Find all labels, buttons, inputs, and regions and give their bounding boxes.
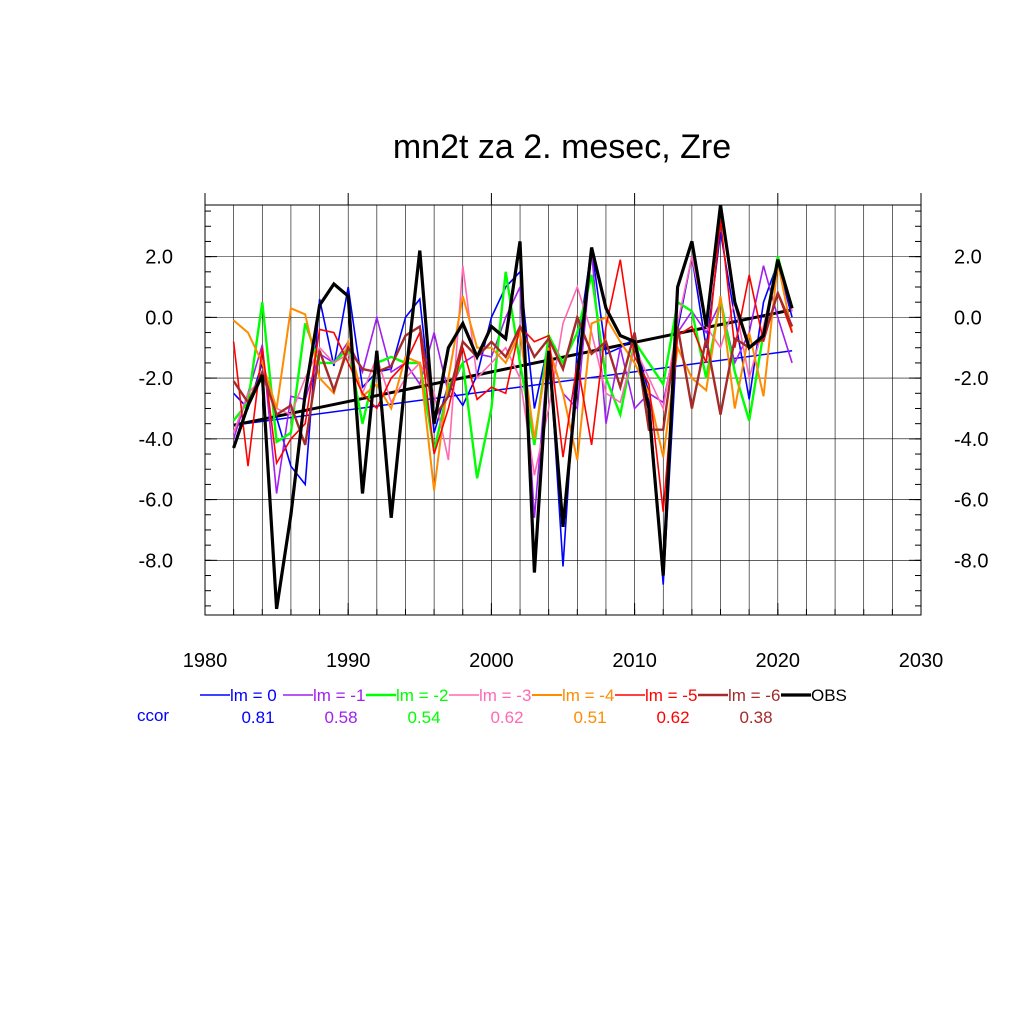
legend-ccor-6: 0.38 [739, 708, 772, 727]
legend-ccor-0: 0.81 [241, 708, 274, 727]
y-tick-label-right: -4.0 [954, 429, 988, 451]
axis-ticks: 1980 1990 2000 2010 2020 2030 2.0 2.0 0.0 0.0 -2.0… [139, 193, 988, 672]
y-tick-label-right: 2.0 [954, 247, 982, 269]
legend-label-2: lm = -2 [396, 686, 448, 705]
x-tick-label: 2000 [469, 650, 514, 672]
x-tick-label: 2020 [756, 650, 801, 672]
trend-line-7 [233, 308, 793, 427]
y-tick-label-left: 2.0 [145, 247, 173, 269]
legend-label-1: lm = -1 [313, 686, 365, 705]
series-line-4 [232, 262, 794, 491]
legend-ccor-2: 0.54 [407, 708, 440, 727]
legend-label-7: OBS [811, 686, 847, 705]
y-tick-label-right: -2.0 [954, 368, 988, 390]
x-tick-label: 2030 [899, 650, 944, 672]
series-line-5 [232, 220, 793, 512]
chart-title: mn2t za 2. mesec, Zre [393, 128, 731, 166]
legend-ccor-5: 0.62 [656, 708, 689, 727]
plot-frame [204, 204, 922, 616]
legend-ccor-3: 0.62 [490, 708, 523, 727]
y-tick-label-left: 0.0 [145, 307, 173, 329]
x-tick-label: 1990 [326, 650, 371, 672]
legend: lm = 0 0.81 lm = -1 0.58 lm = -2 0.54 lm = -3 0… [200, 686, 847, 727]
legend-label-5: lm = -5 [645, 686, 697, 705]
legend-label-3: lm = -3 [479, 686, 531, 705]
y-tick-label-right: -6.0 [954, 490, 988, 512]
trend-line-0 [233, 350, 793, 426]
legend-ccor-1: 0.58 [324, 708, 357, 727]
x-tick-label: 2010 [612, 650, 657, 672]
legend-label-6: lm = -6 [728, 686, 780, 705]
legend-label-0: lm = 0 [230, 686, 277, 705]
ccor-label: ccor [137, 706, 169, 725]
series-line-1 [232, 250, 793, 518]
legend-label-4: lm = -4 [562, 686, 614, 705]
trend-lines [233, 308, 793, 427]
x-tick-label: 1980 [183, 650, 228, 672]
y-tick-label-left: -8.0 [139, 550, 173, 572]
y-tick-label-right: -8.0 [954, 550, 988, 572]
series-line-6 [232, 289, 794, 446]
series-lines [232, 204, 794, 610]
legend-ccor-4: 0.51 [573, 708, 606, 727]
y-tick-label-left: -2.0 [139, 368, 173, 390]
y-tick-label-left: -4.0 [139, 429, 173, 451]
series-line-7 [232, 204, 794, 610]
y-tick-label-right: 0.0 [954, 307, 982, 329]
y-tick-label-left: -6.0 [139, 490, 173, 512]
